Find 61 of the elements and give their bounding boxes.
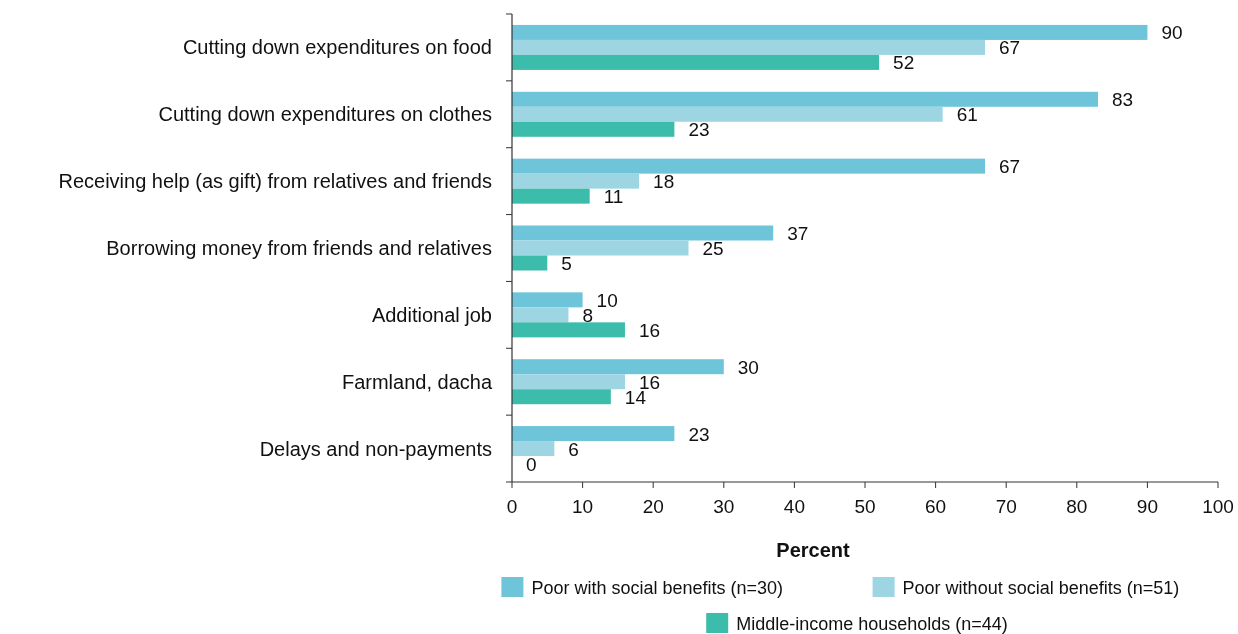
data-label: 30 — [737, 356, 759, 378]
data-label: 67 — [999, 156, 1021, 178]
bar — [512, 225, 774, 241]
bar — [512, 389, 611, 405]
bar — [512, 426, 675, 442]
bar — [512, 39, 986, 55]
data-label: 18 — [653, 171, 675, 193]
data-label: 25 — [702, 238, 724, 259]
legend-label: Poor with social benefits (n=30) — [531, 578, 784, 598]
data-label: 90 — [1161, 22, 1183, 44]
bar — [512, 24, 1148, 40]
data-label: 61 — [956, 104, 978, 126]
bar — [512, 173, 640, 189]
data-label: 8 — [582, 304, 594, 326]
y-tick-label: Farmland, dacha — [341, 370, 493, 393]
data-label: 37 — [787, 223, 809, 244]
x-tick-label: 40 — [783, 496, 805, 517]
data-label: 16 — [638, 319, 661, 341]
data-label: 10 — [596, 289, 618, 311]
y-tick-label: Receiving help (as gift) from relatives and friends — [58, 170, 492, 193]
data-label: 23 — [688, 423, 710, 445]
bar — [512, 255, 548, 271]
bar — [512, 322, 625, 338]
x-tick-label: 100 — [1202, 496, 1234, 517]
data-label: 11 — [603, 186, 624, 208]
x-tick-label: 50 — [854, 496, 876, 517]
bar — [512, 307, 569, 323]
data-label: 0 — [526, 453, 537, 475]
legend-label: Poor without social benefits (n=51) — [902, 578, 1180, 598]
bar — [512, 441, 555, 457]
y-tick-label: Additional job — [371, 303, 492, 326]
x-tick-label: 10 — [572, 496, 594, 517]
data-label: 67 — [999, 37, 1021, 59]
data-label: 6 — [568, 438, 579, 460]
y-tick-label: Borrowing money from friends and relatives — [106, 237, 492, 259]
bar — [512, 158, 986, 174]
data-label: 52 — [893, 52, 915, 74]
x-axis-title: Percent — [776, 539, 851, 561]
x-tick-label: 70 — [995, 496, 1017, 517]
bar — [512, 240, 689, 256]
legend-label: Middle-income households (n=44) — [736, 614, 1008, 634]
bar — [512, 91, 1098, 107]
x-tick-label: 60 — [925, 496, 947, 517]
x-tick-label: 80 — [1066, 496, 1088, 517]
data-label: 83 — [1111, 89, 1134, 111]
x-tick-label: 20 — [642, 496, 664, 517]
bar — [512, 106, 943, 122]
bar — [512, 374, 625, 390]
bar — [512, 121, 675, 137]
bar — [512, 54, 880, 70]
x-tick-label: 30 — [713, 496, 735, 517]
y-tick-label: Delays and non-payments — [259, 437, 492, 460]
bar — [512, 292, 583, 308]
x-tick-label: 0 — [506, 496, 518, 517]
x-tick-label: 90 — [1136, 496, 1158, 517]
y-tick-label: Cutting down expenditures on clothes — [158, 103, 492, 126]
bar — [512, 359, 724, 375]
data-label: 23 — [688, 119, 710, 141]
data-label: 5 — [561, 253, 572, 274]
y-tick-label: Cutting down expenditures on food — [182, 36, 492, 59]
bar — [512, 188, 590, 204]
